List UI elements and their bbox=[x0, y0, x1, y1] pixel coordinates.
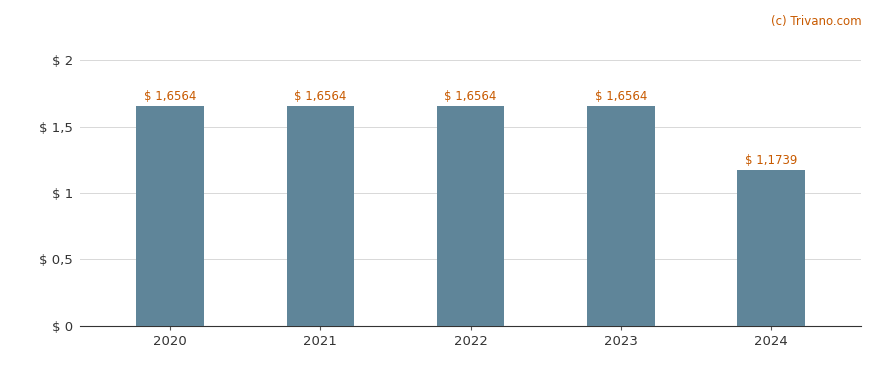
Bar bbox=[136, 106, 204, 326]
Text: $ 1,6564: $ 1,6564 bbox=[294, 90, 346, 102]
Bar bbox=[737, 170, 805, 326]
Text: (c) Trivano.com: (c) Trivano.com bbox=[771, 14, 861, 27]
Text: $ 1,6564: $ 1,6564 bbox=[144, 90, 196, 102]
Bar bbox=[437, 106, 504, 326]
Text: $ 1,1739: $ 1,1739 bbox=[745, 154, 797, 166]
Bar bbox=[287, 106, 354, 326]
Text: $ 1,6564: $ 1,6564 bbox=[445, 90, 496, 102]
Text: $ 1,6564: $ 1,6564 bbox=[595, 90, 647, 102]
Bar bbox=[587, 106, 654, 326]
